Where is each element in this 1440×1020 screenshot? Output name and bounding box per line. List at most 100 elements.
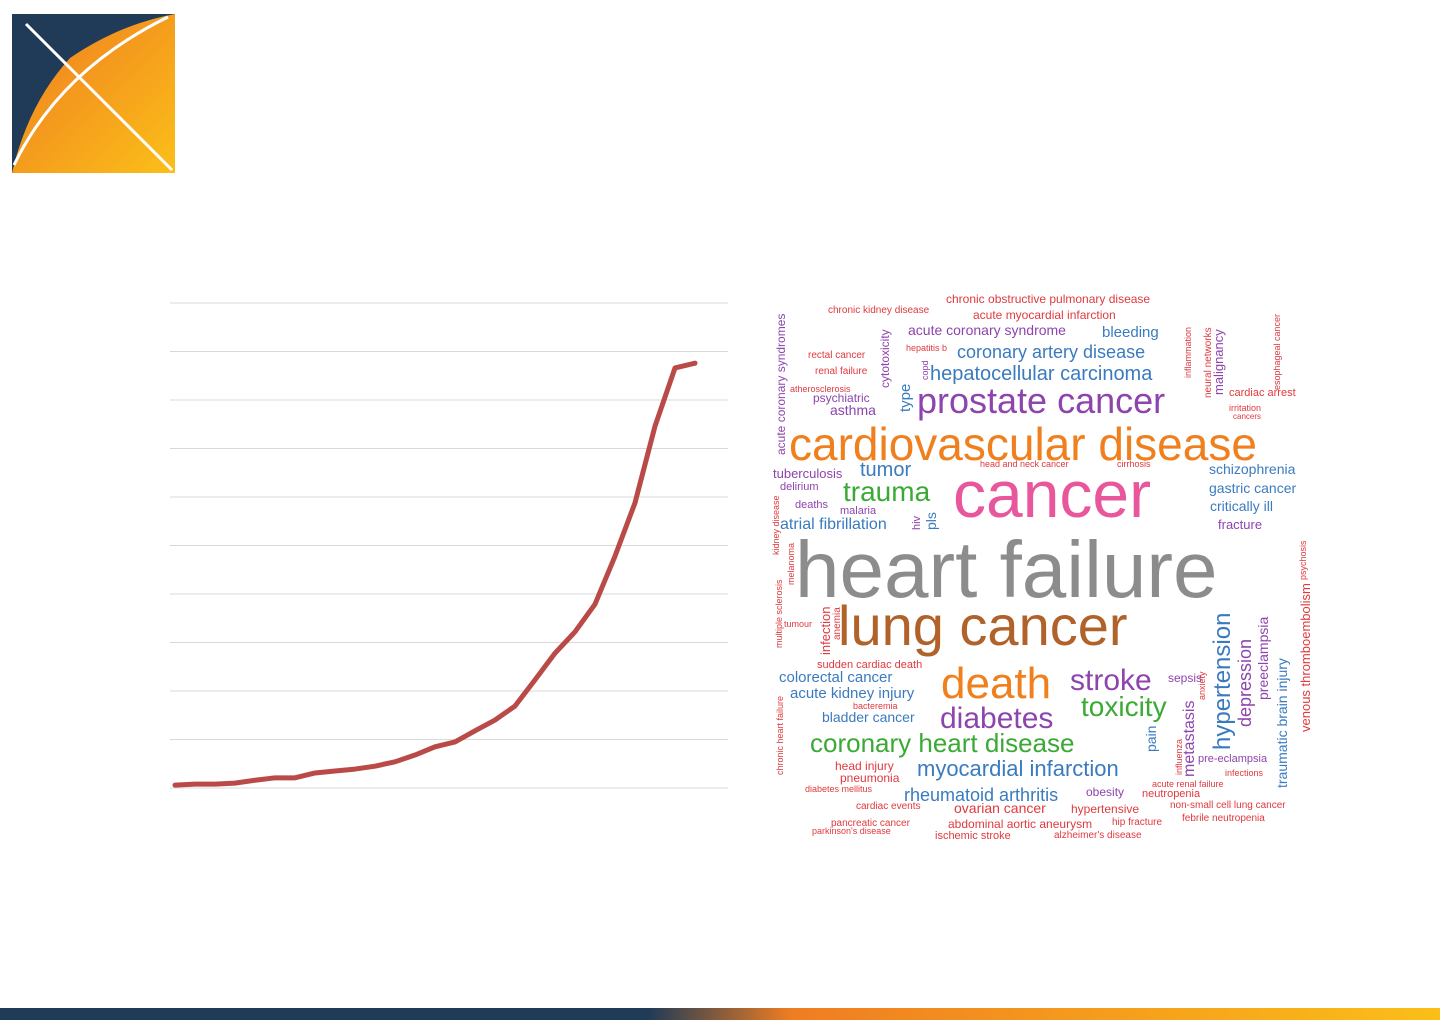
cloud-word: prostate cancer — [917, 380, 1165, 421]
cloud-word: malignancy — [1211, 329, 1226, 395]
line-chart — [170, 302, 728, 789]
cloud-word: infection — [818, 607, 833, 655]
cloud-word: abdominal aortic aneurysm — [948, 817, 1092, 831]
cloud-word: heart failure — [795, 525, 1217, 614]
cloud-word: death — [941, 659, 1051, 708]
cloud-word: alzheimer's disease — [1054, 830, 1142, 841]
cloud-word: coronary artery disease — [957, 342, 1145, 362]
cloud-word: ovarian cancer — [954, 800, 1046, 816]
cloud-word: acute myocardial infarction — [973, 308, 1116, 322]
word-cloud: chronic obstructive pulmonary disease chr… — [771, 292, 1313, 842]
cloud-word: cardiovascular disease — [789, 418, 1257, 470]
cloud-word: tumor — [860, 459, 911, 481]
cloud-word: neural networks — [1203, 327, 1214, 398]
cloud-word: psychiatric — [813, 391, 870, 405]
cloud-word: head injury — [835, 759, 894, 773]
cloud-word: bleeding — [1102, 324, 1159, 341]
cloud-word: malaria — [840, 505, 877, 517]
cloud-word: influenza — [1174, 739, 1184, 775]
cloud-word: irritation — [1229, 403, 1261, 413]
cloud-word: critically ill — [1210, 498, 1273, 514]
cloud-word: diabetes mellitus — [805, 784, 873, 794]
cloud-word: febrile neutropenia — [1182, 813, 1265, 824]
cloud-word: hepatocellular carcinoma — [930, 363, 1153, 385]
cloud-word: hypertensive — [1071, 802, 1139, 816]
cloud-word: anxiety — [1197, 671, 1207, 700]
cloud-word: copd — [920, 360, 930, 380]
cloud-word: venous thromboembolism — [1298, 583, 1313, 732]
cloud-word: infections — [1225, 768, 1264, 778]
cloud-word: rectal cancer — [808, 350, 866, 361]
cloud-word: non-small cell lung cancer — [1170, 800, 1286, 811]
cloud-word: neutropenia — [1142, 788, 1201, 800]
cloud-word: pancreatic cancer — [831, 818, 911, 829]
cloud-word: hepatitis b — [906, 343, 947, 353]
cloud-word: preeclampsia — [1255, 617, 1271, 700]
cloud-word: inflammation — [1183, 327, 1193, 378]
cloud-word: renal failure — [815, 366, 868, 377]
cloud-word: cancer — [953, 457, 1151, 531]
cloud-word: tuberculosis — [773, 466, 843, 481]
cloud-word: cirrhosis — [1117, 459, 1151, 469]
logo-line — [24, 22, 174, 172]
cloud-word: chronic obstructive pulmonary disease — [946, 292, 1150, 306]
cloud-word: asthma — [830, 402, 876, 418]
cloud-word: type — [897, 384, 914, 412]
footer-bar — [0, 1008, 1440, 1020]
cloud-word: bladder cancer — [822, 709, 915, 725]
cloud-word: chronic kidney disease — [828, 305, 930, 316]
cloud-word: psychosis — [1298, 540, 1308, 580]
cloud-word: acute renal failure — [1152, 779, 1224, 789]
cloud-word: parkinson's disease — [812, 826, 891, 836]
cloud-word: depression — [1235, 639, 1255, 727]
cloud-word: hiv — [911, 515, 923, 530]
cloud-word: traumatic brain injury — [1274, 658, 1290, 788]
cloud-word: obesity — [1086, 785, 1124, 799]
cloud-word: pls — [923, 512, 939, 530]
cloud-word: esophageal cancer — [1272, 314, 1282, 390]
cloud-word: tumour — [784, 619, 812, 629]
cloud-word: atrial fibrillation — [780, 516, 887, 533]
cloud-word: pneumonia — [840, 771, 900, 785]
cloud-word: gastric cancer — [1209, 480, 1296, 496]
cloud-word: sudden cardiac death — [817, 659, 922, 671]
cloud-word: acute coronary syndrome — [908, 322, 1066, 338]
cloud-word: cytotoxicity — [878, 329, 892, 388]
cloud-word: deaths — [795, 499, 829, 511]
cloud-word: toxicity — [1081, 691, 1167, 722]
cloud-word: stroke — [1070, 664, 1152, 697]
logo — [12, 14, 175, 173]
cloud-word: acute coronary syndromes — [774, 314, 788, 455]
cloud-word: delirium — [780, 481, 819, 493]
cloud-word: colorectal cancer — [779, 669, 892, 686]
cloud-word: schizophrenia — [1209, 461, 1296, 477]
cloud-word: diabetes — [940, 702, 1053, 735]
cloud-word: bacteremia — [853, 701, 898, 711]
cloud-word: rheumatoid arthritis — [904, 785, 1058, 805]
cloud-word: cardiac events — [856, 801, 920, 812]
cloud-word: metastasis — [1181, 701, 1198, 777]
cloud-word: melanoma — [786, 543, 796, 585]
cloud-word: pain — [1143, 726, 1159, 752]
logo-line — [12, 15, 169, 166]
cloud-word: atherosclerosis — [790, 384, 851, 394]
cloud-word: acute kidney injury — [790, 685, 915, 702]
cloud-word: hypertension — [1209, 613, 1236, 750]
cloud-word: pre-eclampsia — [1198, 753, 1268, 765]
cloud-word: coronary heart disease — [810, 728, 1074, 758]
cloud-word: ischemic stroke — [935, 830, 1011, 842]
cloud-word: myocardial infarction — [917, 756, 1119, 781]
cloud-word: sepsis — [1168, 671, 1202, 685]
cloud-word: multiple sclerosis — [774, 579, 784, 648]
cloud-word: fracture — [1218, 517, 1262, 532]
cloud-word: cancers — [1233, 412, 1261, 421]
cloud-word: trauma — [843, 476, 931, 507]
cloud-word: cardiac arrest — [1229, 387, 1296, 399]
data-line — [172, 360, 698, 788]
cloud-word: anemia — [832, 607, 843, 640]
cloud-word: lung cancer — [838, 594, 1128, 657]
cloud-word: chronic heart failure — [775, 696, 785, 775]
cloud-word: hip fracture — [1112, 817, 1162, 828]
